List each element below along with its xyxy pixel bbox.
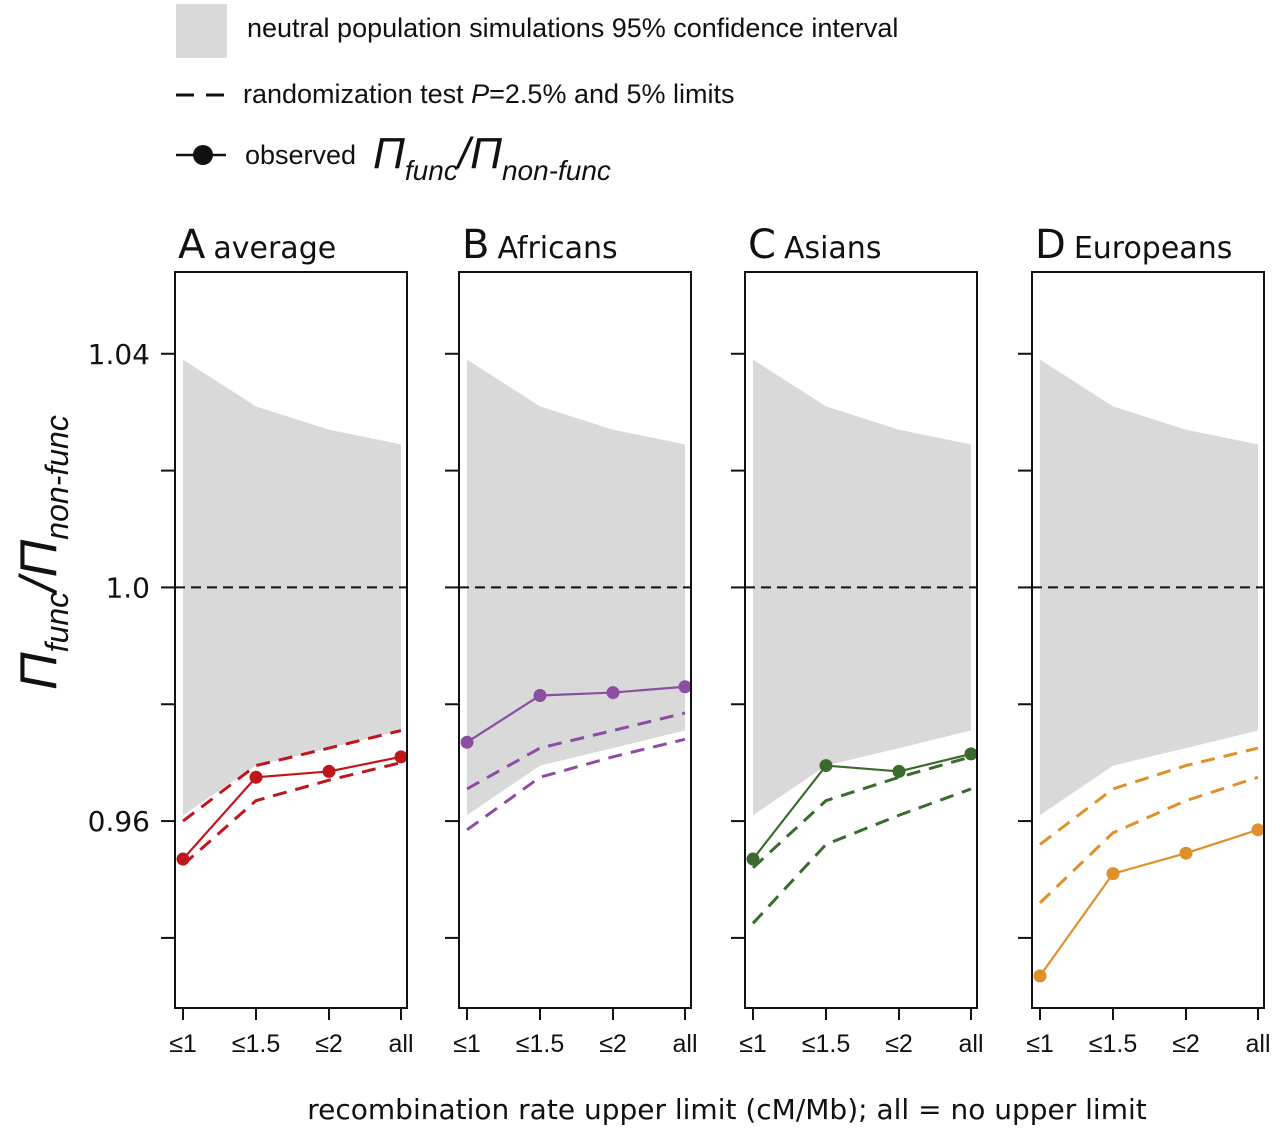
panel-c-xtick-2: ≤2 [885,1030,913,1058]
panel-d-xtick-1-5: ≤1.5 [1089,1030,1137,1058]
panel-c-observed-point-2 [819,759,833,773]
panel-b-africans: B Africans ≤1 ≤1.5 ≤2 all [445,222,698,1058]
panel-d-observed-point-1 [1033,969,1047,983]
y-tick-labels: 1.04 1.0 0.96 [88,338,150,838]
panel-b-limit-2-5pct-line [466,737,686,832]
panel-a-frame [174,271,408,1009]
legend-pi-2: Π [470,129,502,178]
panel-d-observed-point-4 [1251,823,1265,837]
x-axis-label: recombination rate upper limit (cM/Mb); … [307,1093,1147,1126]
panel-d-limit-2-5pct-line [1038,775,1259,904]
panel-b-observed-point-4 [678,680,692,694]
legend-ci-swatch [176,4,227,58]
panel-d-frame [1031,271,1265,1009]
legend-rand-p: P [471,79,489,109]
panel-a-xtick-all: all [388,1030,413,1058]
panel-d-observed-point-2 [1106,867,1120,881]
panel-a-name: average [213,231,336,266]
panel-c-observed-point-1 [746,852,760,866]
panel-d-observed-line [1039,828,1259,977]
panel-c-limit-2-5pct-line [751,787,972,925]
panel-c-observed-point-3 [892,764,906,778]
panel-c-xtick-1: ≤1 [739,1030,767,1058]
panel-c-observed-point-4 [964,747,978,761]
panel-d-observed-point-3 [1179,846,1193,860]
ylabel-slash: / [10,573,68,595]
panel-a-observed-point-4 [394,750,408,764]
legend-observed-label: observed [245,140,356,170]
panel-a-xtick-1: ≤1 [169,1030,197,1058]
y-tick-label-0-96: 0.96 [88,805,150,838]
panel-c-xtick-1-5: ≤1.5 [802,1030,850,1058]
panel-d-name: Europeans [1074,231,1233,266]
panel-c-xtick-all: all [958,1030,983,1058]
panel-b-observed-point-1 [460,735,474,749]
legend-nonfunc: non-func [502,155,611,186]
ylabel-func: func [39,592,75,652]
y-axis-label: Πfunc/Πnon-func [10,415,75,690]
panel-b-xtick-all: all [672,1030,697,1058]
panel-c-limit-5pct-line [751,755,972,869]
ylabel-pi-2: Π [10,539,68,577]
legend-rand-prefix: randomization test [243,79,471,109]
legend-slash: / [455,129,474,178]
panel-d-xtick-all: all [1245,1030,1270,1058]
legend-randomization-label: randomization test P=2.5% and 5% limits [243,79,735,109]
panel-d-title: D Europeans [1035,222,1232,268]
panel-b-xtick-2: ≤2 [599,1030,627,1058]
legend-ci-label: neutral population simulations 95% confi… [247,13,898,43]
panel-c-letter: C [748,222,776,268]
y-tick-label-1-04: 1.04 [88,338,150,371]
ylabel-nonfunc: non-func [39,415,75,540]
panel-b-limit-5pct-line [466,711,686,791]
panel-c-asians: C Asians ≤1 ≤1.5 ≤2 all [731,222,984,1058]
panel-c-name: Asians [784,231,882,266]
panel-c-observed-line [752,752,972,860]
panel-a-observed-point-1 [176,852,190,866]
panel-b-observed-line [466,685,686,744]
legend-observed-dot [193,145,213,165]
panel-b-xtick-1: ≤1 [453,1030,481,1058]
panel-d-letter: D [1035,222,1066,268]
panel-d-europeans: D Europeans ≤1 ≤1.5 ≤2 all [1018,222,1271,1058]
legend-observed-ratio: Πfunc/Πnon-func [373,129,611,186]
panel-a-limit-2-5pct-line [182,761,402,867]
panel-a-observed-point-3 [322,764,336,778]
panel-b-letter: B [462,222,489,268]
panel-a-xtick-1-5: ≤1.5 [232,1030,280,1058]
panel-a-xtick-2: ≤2 [315,1030,343,1058]
legend: neutral population simulations 95% confi… [176,4,898,186]
panel-b-frame [458,271,692,1009]
panel-b-title: B Africans [462,222,618,268]
legend-pi-1: Π [373,129,405,178]
panel-c-frame [744,271,978,1009]
panel-b-observed-point-3 [606,686,620,700]
panel-a-observed-line [182,755,402,860]
panel-a-letter: A [178,222,206,268]
panel-a-observed-point-2 [249,770,263,784]
y-tick-label-1-0: 1.0 [105,571,150,604]
panel-d-xtick-2: ≤2 [1172,1030,1200,1058]
panel-b-xtick-1-5: ≤1.5 [516,1030,564,1058]
panel-d-xtick-1: ≤1 [1026,1030,1054,1058]
ylabel-pi-1: Π [10,652,68,690]
panel-b-observed-point-2 [533,688,547,702]
panel-b-name: Africans [497,231,617,266]
legend-rand-suffix: =2.5% and 5% limits [489,79,734,109]
panel-c-title: C Asians [748,222,881,268]
legend-func: func [405,155,458,186]
